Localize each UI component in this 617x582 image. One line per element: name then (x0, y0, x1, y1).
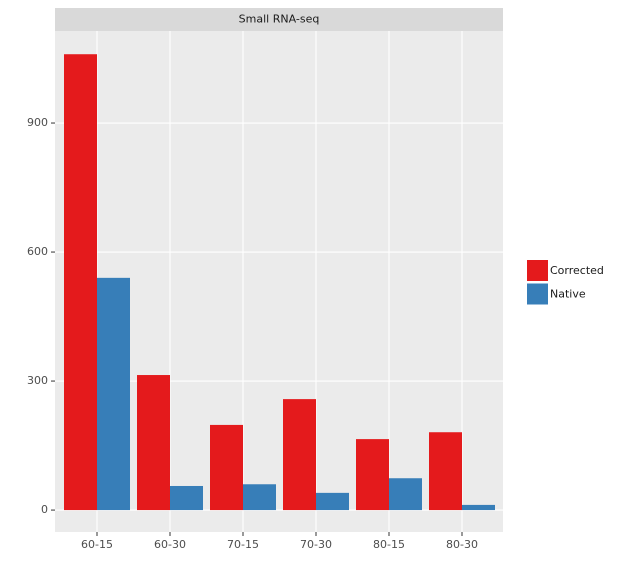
chart-title: Small RNA-seq (239, 13, 320, 26)
bar (243, 484, 276, 511)
legend-key (527, 260, 548, 281)
x-tick-label: 80-15 (373, 538, 405, 551)
bar (316, 492, 349, 511)
bar (210, 424, 243, 511)
bar (389, 478, 422, 511)
legend-label: Corrected (550, 264, 604, 277)
legend-key (527, 283, 548, 305)
bar (64, 54, 97, 511)
bar (283, 399, 316, 511)
facet-strip (55, 8, 503, 31)
bar (97, 277, 130, 511)
bar (429, 432, 462, 511)
bar (356, 439, 389, 511)
x-tick-label: 70-30 (300, 538, 332, 551)
y-tick-label: 600 (27, 245, 48, 258)
x-tick-label: 60-15 (81, 538, 113, 551)
y-tick-label: 0 (41, 503, 48, 516)
bar (137, 375, 170, 511)
y-tick-label: 300 (27, 374, 48, 387)
legend-label: Native (550, 288, 586, 301)
x-tick-label: 60-30 (154, 538, 186, 551)
bar (462, 504, 495, 511)
y-tick-label: 900 (27, 116, 48, 129)
x-tick-label: 80-30 (446, 538, 478, 551)
x-tick-label: 70-15 (227, 538, 259, 551)
bar (170, 485, 203, 511)
